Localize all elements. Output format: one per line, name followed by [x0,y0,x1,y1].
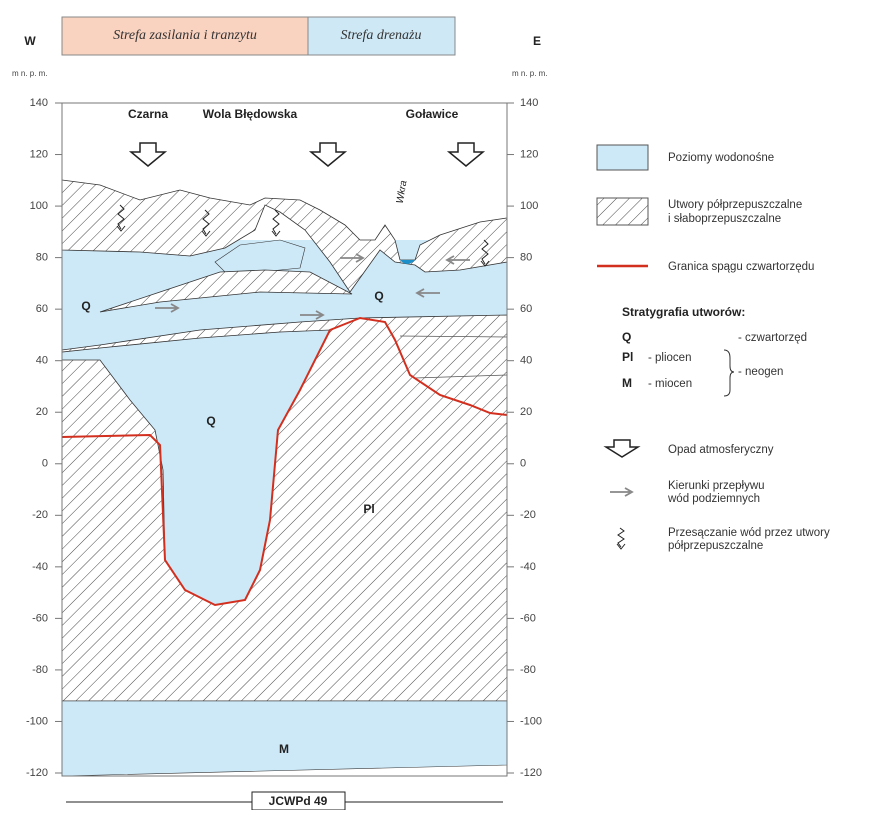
tick-label: -80 [520,664,536,676]
legend-text: Kierunki przepływu [668,480,765,492]
aquitard [61,179,508,293]
tick-label: -40 [32,561,48,573]
legend-title: Stratygrafia utworów: [622,305,745,319]
brace [723,349,735,397]
seepage-symbol [201,209,211,237]
flow-arrow [340,253,365,263]
east: E [533,34,541,48]
zone-drainage [307,16,456,56]
seepage-symbol [480,239,490,267]
frame [61,102,508,777]
zone-label: Strefa drenażu [340,28,421,43]
legend-text: Granica spągu czwartorzędu [668,261,814,273]
precipitation-arrow [446,142,486,167]
precipitation-arrow [128,142,168,167]
tick-label: -120 [26,767,48,779]
river [400,260,415,264]
tick-label: 60 [520,303,532,315]
tick-label: 120 [520,148,538,160]
flow-arrow [155,303,180,313]
tick-label: 20 [36,406,48,418]
tick-label: -20 [520,509,536,521]
legend-text: i słaboprzepuszczalne [668,213,781,225]
tick-label: 20 [520,406,532,418]
aquifer-m [61,700,508,777]
legend-symbol: Q [622,330,631,344]
tick-label: -120 [520,767,542,779]
axis-unit: m n. p. m. [12,69,48,78]
layer-line [414,374,508,379]
tick-label: 140 [520,97,538,109]
tick-label: 0 [520,458,526,470]
west: W [24,34,36,48]
tick-label: 0 [42,458,48,470]
tick-label: -40 [520,561,536,573]
tick-label: 40 [520,355,532,367]
section-label: M [279,742,289,756]
tick-label: -100 [520,715,542,727]
unit-name: JCWPd 49 [269,794,328,808]
tick-label: 140 [30,97,48,109]
legend-symbol: Pl [622,350,633,364]
seepage-symbol [271,209,281,237]
seepage-symbol [116,204,126,232]
legend-symbol [616,527,626,550]
flow-arrow [300,310,325,320]
flow-arrow [415,288,440,298]
tick-label: 40 [36,355,48,367]
tick-label: 80 [520,252,532,264]
zone-label: Strefa zasilania i tranzytu [113,28,257,43]
geology [61,102,508,777]
layer-line [399,335,508,338]
tick-label: -20 [32,509,48,521]
legend-text: półprzepuszczalne [668,540,763,552]
tick-label: 120 [30,148,48,160]
legend-symbol: M [622,376,632,390]
legend-text: Przesączanie wód przez utwory [668,527,830,539]
legend-symbol [603,439,641,458]
place: Goławice [406,107,459,121]
section-label: Q [206,414,215,428]
legend-text: - neogen [738,366,783,378]
section-label: Q [81,299,90,313]
tick-label: -100 [26,715,48,727]
legend-text: - pliocen [648,352,691,364]
legend-text: Poziomy wodonośne [668,152,774,164]
tick-label: 100 [520,200,538,212]
legend-text: - czwartorzęd [738,332,807,344]
precipitation-arrow [308,142,348,167]
tick-label: -60 [32,612,48,624]
legend-text: - miocen [648,378,692,390]
legend-text: Utwory półprzepuszczalne [668,199,802,211]
section-label: Pl [363,502,374,516]
legend-text: Opad atmosferyczny [668,444,774,456]
tick-label: 80 [36,252,48,264]
axis-unit: m n. p. m. [512,69,548,78]
quaternary-base [61,316,508,607]
tick-label: 100 [30,200,48,212]
flow-arrow [445,255,470,265]
tick-label: -60 [520,612,536,624]
place: Czarna [128,107,168,121]
legend-symbol [610,487,634,497]
legend-swatch [596,197,649,226]
tick-label: 60 [36,303,48,315]
tick-label: -80 [32,664,48,676]
river-label: Wkra [395,179,410,204]
section-label: Q [374,289,383,303]
legend-text: wód podziemnych [667,493,760,505]
flow-arrows [116,142,490,320]
legend-swatch [596,144,649,171]
aquitard-lens [99,269,353,313]
zone-recharge [61,16,309,56]
place: Wola Błędowska [203,107,298,121]
